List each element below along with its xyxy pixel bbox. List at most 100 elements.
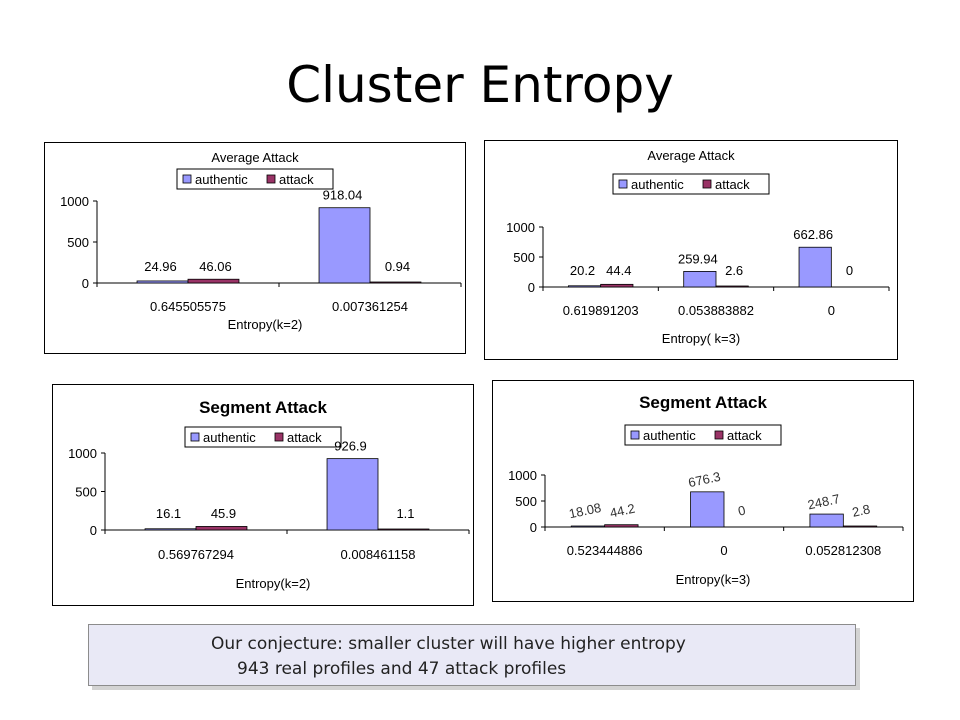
bar-authentic-0 (144, 528, 197, 531)
y-tick-label: 500 (513, 250, 535, 265)
y-tick-label: 1000 (68, 446, 97, 461)
bar-authentic-0 (136, 280, 189, 284)
conjecture-note: Our conjecture: smaller cluster will hav… (88, 624, 856, 686)
y-tick-label: 0 (530, 520, 537, 535)
x-axis-title: Entropy(k=2) (236, 576, 311, 591)
data-label-attack: 1.1 (396, 506, 414, 521)
bar-authentic-0 (567, 285, 602, 288)
chart-svg: Average Attack authentic attack 0 500 1000 24.… (60, 150, 462, 332)
legend-swatch-attack (274, 432, 284, 442)
x-axis-title: Entropy(k=2) (228, 317, 303, 332)
note-line-conjecture: Our conjecture: smaller cluster will hav… (211, 634, 686, 654)
data-label-authentic: 662.86 (793, 227, 833, 242)
y-tick-label: 1000 (506, 220, 535, 235)
legend-label-attack: attack (715, 177, 750, 192)
bar-attack-0 (604, 524, 639, 528)
chart-svg: Segment Attack authentic attack 0 500 1000 16.… (68, 398, 470, 591)
y-tick-label: 1000 (60, 194, 89, 209)
legend-swatch-attack (714, 430, 724, 440)
data-label-attack: 44.4 (606, 263, 631, 278)
legend-swatch-attack (702, 179, 712, 189)
y-tick-label: 500 (515, 494, 537, 509)
chart-svg: Segment Attack authentic attack 0 500 1000 18.… (508, 393, 904, 587)
data-label-authentic: 24.96 (144, 259, 177, 274)
data-label-attack: 0 (846, 263, 853, 278)
legend-swatch-authentic (618, 179, 628, 189)
bar-authentic-2 (798, 246, 832, 288)
chart-segment-attack-k3: Segment Attack authentic attack 0 500 1000 18.… (492, 380, 914, 602)
data-label-attack: 2.6 (725, 263, 743, 278)
bar-attack-1 (715, 285, 749, 288)
data-label-authentic: 20.2 (570, 263, 595, 278)
legend-label-authentic: authentic (203, 430, 256, 445)
legend-box (176, 168, 334, 190)
bar-authentic-2 (809, 513, 844, 528)
x-axis-title: Entropy( k=3) (662, 331, 740, 346)
data-label-attack: 0 (737, 503, 747, 519)
x-axis-title: Entropy(k=3) (676, 572, 751, 587)
bar-authentic-1 (318, 207, 371, 284)
data-label-authentic: 918.04 (323, 188, 363, 203)
data-label-authentic: 248.7 (806, 491, 841, 512)
legend-box (184, 426, 342, 448)
chart-segment-attack-k2: Segment Attack authentic attack 0 500 1000 16.… (52, 384, 474, 606)
legend-swatch-authentic (630, 430, 640, 440)
data-label-authentic: 259.94 (678, 251, 718, 266)
y-tick-label: 0 (82, 276, 89, 291)
bar-attack-0 (195, 526, 248, 531)
data-label-authentic: 18.08 (568, 500, 603, 521)
y-tick-label: 0 (90, 523, 97, 538)
x-tick-label: 0.569767294 (158, 547, 234, 562)
bar-attack-0 (187, 278, 240, 284)
data-label-attack: 44.2 (608, 501, 636, 521)
x-tick-label: 0.523444886 (567, 543, 643, 558)
bar-attack-0 (600, 283, 634, 288)
data-label-attack: 0.94 (385, 259, 410, 274)
x-tick-label: 0.008461158 (341, 547, 416, 562)
legend-label-authentic: authentic (631, 177, 684, 192)
note-line-profiles: 943 real profiles and 47 attack profiles (237, 659, 567, 679)
x-tick-label: 0.053883882 (678, 303, 754, 318)
bar-authentic-1 (690, 491, 725, 528)
bar-attack-2 (842, 525, 878, 528)
x-tick-label: 0.619891203 (563, 303, 639, 318)
bar-attack-1 (369, 281, 422, 284)
y-tick-label: 500 (67, 235, 89, 250)
legend-box (612, 173, 770, 195)
x-tick-label: 0 (720, 543, 727, 558)
chart-title: Segment Attack (639, 393, 767, 412)
chart-svg: Average Attack authentic attack 0 500 1000 20.… (506, 148, 890, 346)
bar-authentic-0 (570, 525, 606, 528)
data-label-authentic: 676.3 (687, 469, 722, 490)
bar-attack-1 (377, 528, 430, 531)
legend-swatch-attack (266, 174, 276, 184)
data-label-attack: 46.06 (199, 259, 232, 274)
legend-label-authentic: authentic (195, 172, 248, 187)
legend-label-attack: attack (279, 172, 314, 187)
legend-swatch-authentic (182, 174, 192, 184)
legend-label-attack: attack (727, 428, 762, 443)
bar-authentic-1 (683, 271, 717, 288)
data-label-attack: 45.9 (211, 506, 236, 521)
data-label-authentic: 16.1 (156, 506, 181, 521)
data-label-authentic: 926.9 (334, 439, 367, 454)
y-tick-label: 0 (528, 280, 535, 295)
chart-title: Average Attack (211, 150, 299, 165)
slide-title: Cluster Entropy (286, 56, 674, 114)
x-tick-label: 0 (828, 303, 835, 318)
x-tick-label: 0.645505575 (150, 299, 226, 314)
chart-average-attack-k2: Average Attack authentic attack 0 500 1000 24.… (44, 142, 466, 354)
chart-average-attack-k3: Average Attack authentic attack 0 500 1000 20.… (484, 140, 898, 360)
legend-box (624, 424, 782, 446)
data-label-attack: 2.8 (851, 501, 872, 519)
x-tick-label: 0.052812308 (805, 543, 881, 558)
legend-label-attack: attack (287, 430, 322, 445)
bar-authentic-1 (326, 458, 379, 531)
legend-label-authentic: authentic (643, 428, 696, 443)
legend-swatch-authentic (190, 432, 200, 442)
chart-title: Segment Attack (199, 398, 327, 417)
x-tick-label: 0.007361254 (332, 299, 408, 314)
chart-title: Average Attack (647, 148, 735, 163)
y-tick-label: 1000 (508, 468, 537, 483)
y-tick-label: 500 (75, 485, 97, 500)
